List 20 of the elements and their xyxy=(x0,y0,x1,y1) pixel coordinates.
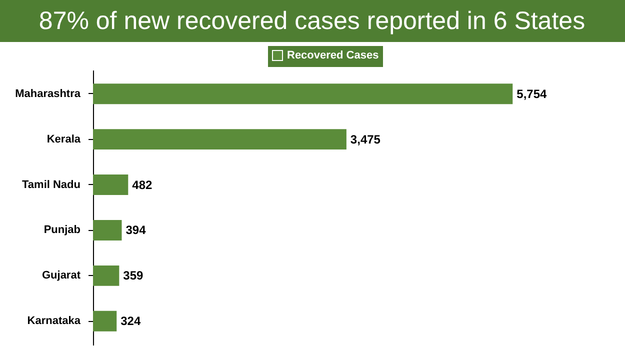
y-tick-label: Punjab xyxy=(44,224,81,236)
y-tick-label: Kerala xyxy=(46,133,82,146)
data-label: 324 xyxy=(120,314,141,328)
bar xyxy=(93,129,346,150)
data-label: 394 xyxy=(126,223,146,238)
bar xyxy=(93,265,120,286)
chart-title: 87% of new recovered cases reported in 6 States xyxy=(38,7,586,35)
y-tick-label: Tamil Nadu xyxy=(22,178,80,191)
y-tick-label: Karnataka xyxy=(27,315,82,328)
data-label: 482 xyxy=(132,178,152,192)
data-label: 5,754 xyxy=(516,86,547,101)
bar xyxy=(93,84,513,104)
bar xyxy=(93,220,122,240)
bar xyxy=(93,310,117,332)
bar xyxy=(93,174,128,195)
data-label: 359 xyxy=(123,268,144,283)
legend-label: Recovered Cases xyxy=(287,50,379,62)
y-tick-label: Gujarat xyxy=(42,270,81,282)
y-tick-label: Maharashtra xyxy=(15,88,82,100)
data-label: 3,475 xyxy=(350,132,381,146)
